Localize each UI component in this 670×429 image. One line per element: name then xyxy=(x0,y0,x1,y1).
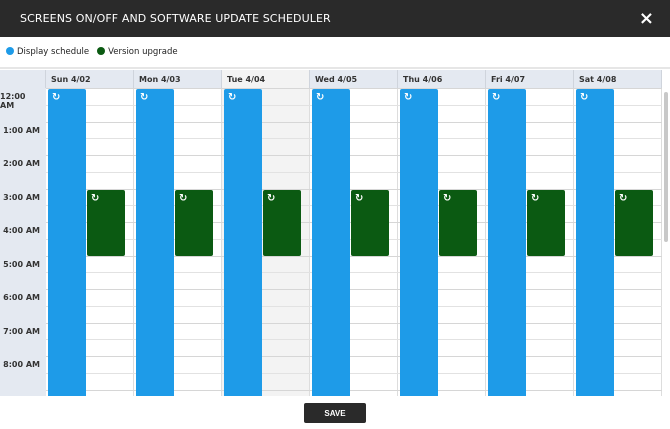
refresh-icon: ↻ xyxy=(140,92,149,103)
version-upgrade-block[interactable]: ↻ xyxy=(87,189,125,256)
grid-line xyxy=(46,289,662,290)
display-schedule-block[interactable]: ↻ xyxy=(224,89,262,396)
divider xyxy=(0,67,670,69)
refresh-icon: ↻ xyxy=(619,192,628,204)
legend-label: Display schedule xyxy=(17,47,90,57)
time-label: 4:00 AM xyxy=(3,226,40,235)
time-label: 8:00 AM xyxy=(3,360,40,369)
grid-line xyxy=(46,138,662,140)
day-column[interactable] xyxy=(574,88,662,396)
time-label: 7:00 AM xyxy=(3,326,40,336)
save-button[interactable]: SAVE xyxy=(304,403,366,423)
display-schedule-block[interactable]: ↻ xyxy=(312,89,350,396)
day-column[interactable] xyxy=(134,88,222,396)
display-schedule-block[interactable]: ↻ xyxy=(576,89,614,396)
legend: Display schedule Version upgrade xyxy=(6,47,178,57)
grid-line xyxy=(46,389,662,391)
day-header: Fri 4/07 xyxy=(486,70,574,88)
refresh-icon: ↻ xyxy=(228,92,237,103)
grid-line xyxy=(46,305,662,307)
refresh-icon: ↻ xyxy=(492,92,501,103)
time-label: 2:00 AM xyxy=(3,159,40,168)
day-header: Mon 4/03 xyxy=(134,70,222,88)
scrollbar[interactable] xyxy=(664,92,668,242)
time-label: 3:00 AM xyxy=(3,192,40,202)
dot-icon xyxy=(97,47,106,55)
time-label: 5:00 AM xyxy=(3,259,40,269)
day-header: Sun 4/02 xyxy=(46,70,134,88)
refresh-icon: ↻ xyxy=(404,92,413,103)
refresh-icon: ↻ xyxy=(91,192,100,204)
version-upgrade-block[interactable]: ↻ xyxy=(263,189,301,256)
day-column[interactable] xyxy=(46,88,134,396)
legend-version-upgrade: Version upgrade xyxy=(97,47,178,57)
day-column[interactable] xyxy=(486,88,574,396)
time-label: 1:00 AM xyxy=(3,125,40,135)
time-label: 6:00 AM xyxy=(3,293,40,302)
day-header: Thu 4/06 xyxy=(398,70,486,88)
day-header: Tue 4/04 xyxy=(222,70,310,88)
grid-line xyxy=(46,372,662,374)
time-column: 12:00 AM 1:00 AM 2:00 AM 3:00 AM 4:00 AM 5:00… xyxy=(0,88,46,396)
grid-line xyxy=(46,121,662,123)
display-schedule-block[interactable]: ↻ xyxy=(400,89,438,396)
day-column[interactable] xyxy=(310,88,398,396)
grid-line xyxy=(46,171,662,173)
refresh-icon: ↻ xyxy=(179,192,188,204)
grid-line xyxy=(46,255,662,257)
version-upgrade-block[interactable]: ↻ xyxy=(615,189,653,256)
grid-line xyxy=(46,155,662,156)
refresh-icon: ↻ xyxy=(580,92,589,103)
refresh-icon: ↻ xyxy=(267,192,276,204)
display-schedule-block[interactable]: ↻ xyxy=(48,89,86,396)
legend-label: Version upgrade xyxy=(108,47,178,57)
dialog-title: SCREENS ON/OFF AND SOFTWARE UPDATE SCHED… xyxy=(20,12,331,25)
version-upgrade-block[interactable]: ↻ xyxy=(527,189,565,256)
grid-line xyxy=(46,272,662,274)
grid-line xyxy=(46,104,662,106)
dot-icon xyxy=(6,47,14,55)
version-upgrade-block[interactable]: ↻ xyxy=(439,189,477,256)
grid-line xyxy=(46,88,662,89)
legend-display-schedule: Display schedule xyxy=(6,47,89,57)
day-header: Sat 4/08 xyxy=(574,70,662,88)
day-column[interactable] xyxy=(398,88,486,396)
title-bar: SCREENS ON/OFF AND SOFTWARE UPDATE SCHED… xyxy=(0,0,670,37)
grid-line xyxy=(46,188,662,190)
grid-line xyxy=(46,339,662,341)
version-upgrade-block[interactable]: ↻ xyxy=(351,189,389,256)
display-schedule-block[interactable]: ↻ xyxy=(488,89,526,396)
time-label: 12:00 AM xyxy=(0,92,26,110)
version-upgrade-block[interactable]: ↻ xyxy=(175,189,213,256)
display-schedule-block[interactable]: ↻ xyxy=(136,89,174,396)
day-header: Wed 4/05 xyxy=(310,70,398,88)
grid-line xyxy=(46,356,662,357)
grid-line xyxy=(46,322,662,324)
refresh-icon: ↻ xyxy=(52,92,61,103)
corner-header xyxy=(0,70,46,88)
refresh-icon: ↻ xyxy=(443,192,452,204)
refresh-icon: ↻ xyxy=(355,192,364,204)
close-icon[interactable]: × xyxy=(638,8,654,29)
refresh-icon: ↻ xyxy=(316,92,325,103)
refresh-icon: ↻ xyxy=(531,192,540,204)
calendar-grid: 12:00 AM 1:00 AM 2:00 AM 3:00 AM 4:00 AM 5:00… xyxy=(0,70,670,396)
